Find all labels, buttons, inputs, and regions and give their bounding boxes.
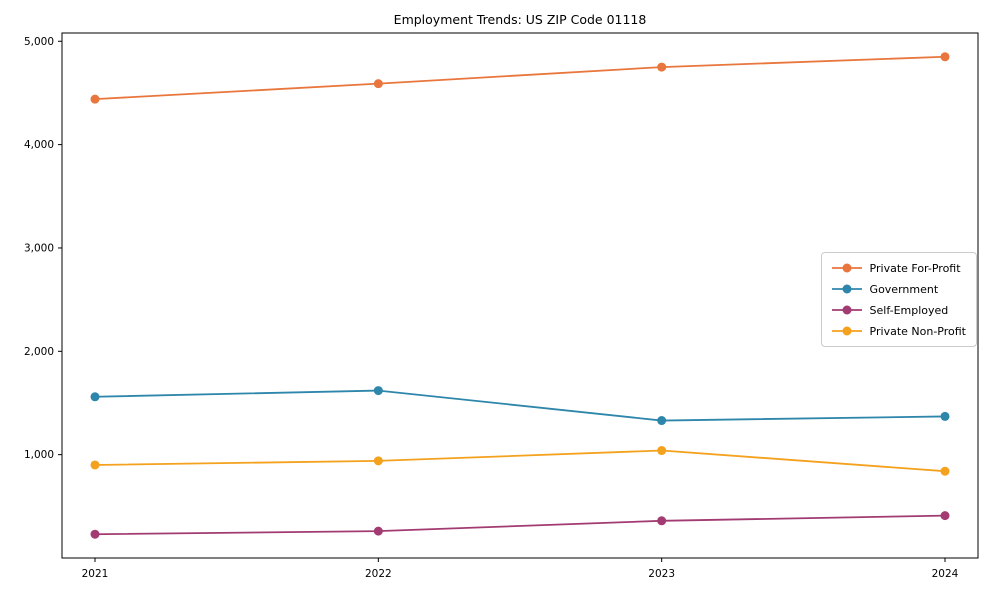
legend-item: Private For-Profit <box>831 260 966 276</box>
plot-border <box>61 32 979 559</box>
legend-marker-icon <box>831 263 862 273</box>
data-point-marker <box>373 526 383 536</box>
y-axis: 1,000 2,000 3,000 4,000 5,000 <box>24 36 62 461</box>
chart-title: Employment Trends: US ZIP Code 01118 <box>393 12 647 27</box>
data-point-marker <box>373 79 383 89</box>
series-government <box>90 386 950 426</box>
x-tick-label: 2023 <box>648 568 675 580</box>
series-self-employed <box>90 511 950 539</box>
data-point-marker <box>940 52 950 62</box>
series-line <box>94 449 946 473</box>
y-tick-label: 5,000 <box>24 36 54 48</box>
y-tick-label: 3,000 <box>24 242 54 254</box>
series-line <box>94 55 946 101</box>
data-point-marker <box>940 411 950 421</box>
series-line <box>94 389 946 422</box>
x-tick-label: 2022 <box>365 568 392 580</box>
data-point-marker <box>373 386 383 396</box>
y-tick-label: 2,000 <box>24 346 54 358</box>
x-axis: 2021 2022 2023 2024 <box>82 558 959 580</box>
data-point-marker <box>940 511 950 521</box>
series-private-non-profit <box>90 446 950 476</box>
series-private-for-profit <box>90 52 950 104</box>
y-tick-label: 1,000 <box>24 449 54 461</box>
legend-label: Private Non-Profit <box>869 324 966 338</box>
data-point-marker <box>90 460 100 470</box>
legend-marker-icon <box>831 284 862 294</box>
series-line <box>94 514 946 536</box>
data-point-marker <box>657 416 667 426</box>
x-tick-label: 2024 <box>932 568 959 580</box>
data-point-marker <box>940 466 950 476</box>
legend-label: Private For-Profit <box>869 261 961 275</box>
data-point-marker <box>90 529 100 539</box>
legend-label: Government <box>869 282 939 296</box>
legend-item: Self-Employed <box>831 302 966 318</box>
data-point-marker <box>90 94 100 104</box>
legend-label: Self-Employed <box>869 303 949 317</box>
legend-item: Government <box>831 281 966 297</box>
data-point-marker <box>657 516 667 526</box>
y-tick-label: 4,000 <box>24 139 54 151</box>
legend: Private For-Profit Government Self-Employe… <box>820 252 977 347</box>
legend-marker-icon <box>831 326 862 336</box>
data-point-marker <box>657 446 667 456</box>
legend-item: Private Non-Profit <box>831 323 966 339</box>
x-tick-label: 2021 <box>82 568 109 580</box>
data-point-marker <box>657 62 667 72</box>
data-point-marker <box>373 456 383 466</box>
data-point-marker <box>90 392 100 402</box>
legend-marker-icon <box>831 305 862 315</box>
